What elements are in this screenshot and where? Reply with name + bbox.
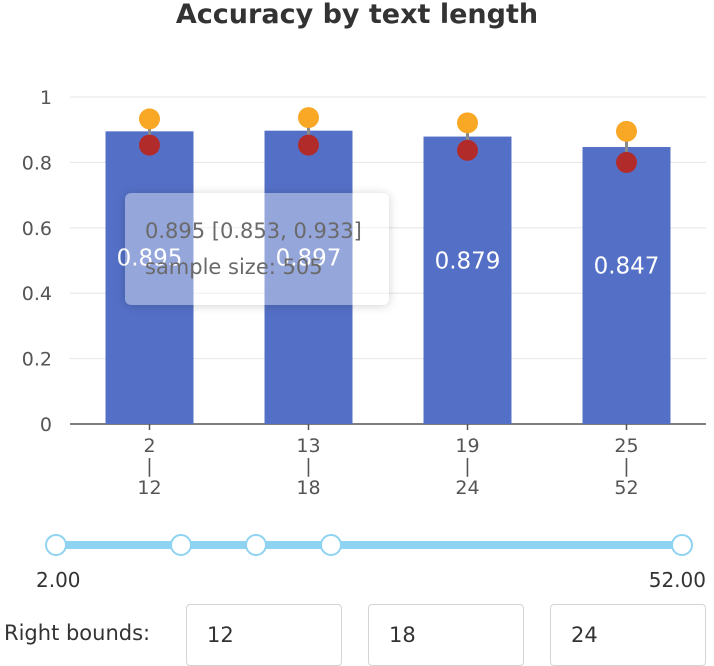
x-tick-label-low: 25: [614, 435, 638, 457]
y-tick-label: 0.8: [22, 152, 52, 174]
bar: [264, 130, 353, 424]
ci-upper-marker: [139, 108, 160, 130]
tooltip-interval: 0.895 [0.853, 0.933]: [145, 219, 362, 243]
slider-handle-1[interactable]: [170, 534, 193, 556]
ci-lower-marker: [616, 151, 637, 173]
range-slider[interactable]: [44, 531, 694, 559]
bar-value-label: 0.879: [435, 248, 501, 274]
y-tick-label: 0.2: [22, 349, 52, 371]
ci-lower-marker: [457, 139, 478, 161]
slider-handle-max[interactable]: [671, 534, 693, 556]
x-tick-label-high: 24: [455, 477, 479, 499]
slider-handle-2[interactable]: [245, 534, 268, 556]
chart-tooltip: 0.895 [0.853, 0.933] sample size: 505: [125, 193, 389, 305]
right-bounds-label: Right bounds:: [4, 621, 151, 645]
x-tick-label-low: 13: [296, 435, 320, 457]
ci-lower-marker: [298, 134, 319, 156]
x-tick-label-sep: |: [464, 455, 470, 477]
x-tick-label-low: 2: [143, 435, 155, 457]
y-tick-label: 0.4: [22, 283, 52, 305]
x-tick-label-low: 19: [455, 435, 479, 457]
bar-value-label: 0.897: [276, 245, 342, 271]
bar-value-label: 0.847: [594, 254, 660, 280]
bar-chart: 00.20.40.60.810.8952|120.89713|180.87919…: [22, 87, 706, 499]
slider-handle-3[interactable]: [320, 534, 343, 556]
x-tick-label-sep: |: [623, 455, 629, 477]
slider-max-label: 52.00: [648, 568, 706, 592]
right-bound-input-2[interactable]: [368, 604, 524, 666]
y-tick-label: 0: [40, 414, 52, 436]
ci-upper-marker: [298, 107, 319, 129]
y-tick-label: 1: [40, 87, 52, 109]
bar-value-label: 0.895: [117, 246, 183, 272]
slider-handle-min[interactable]: [45, 534, 67, 556]
right-bound-input-1[interactable]: [186, 604, 342, 666]
y-tick-label: 0.6: [22, 218, 52, 240]
x-tick-label-high: 52: [614, 477, 638, 499]
bar: [423, 136, 512, 424]
tooltip-sample-size: sample size: 505: [145, 255, 323, 279]
slider-min-label: 2.00: [36, 568, 81, 592]
ci-lower-marker: [139, 134, 160, 156]
chart-title: Accuracy by text length: [175, 0, 539, 30]
x-tick-label-high: 18: [296, 477, 320, 499]
bar: [582, 147, 671, 424]
x-tick-label-sep: |: [305, 455, 311, 477]
slider-track[interactable]: [56, 541, 682, 549]
ci-upper-marker: [616, 120, 637, 142]
right-bound-input-3[interactable]: [550, 604, 706, 666]
x-tick-label-high: 12: [137, 477, 161, 499]
ci-upper-marker: [457, 112, 478, 134]
bar: [105, 131, 194, 424]
x-tick-label-sep: |: [146, 455, 152, 477]
